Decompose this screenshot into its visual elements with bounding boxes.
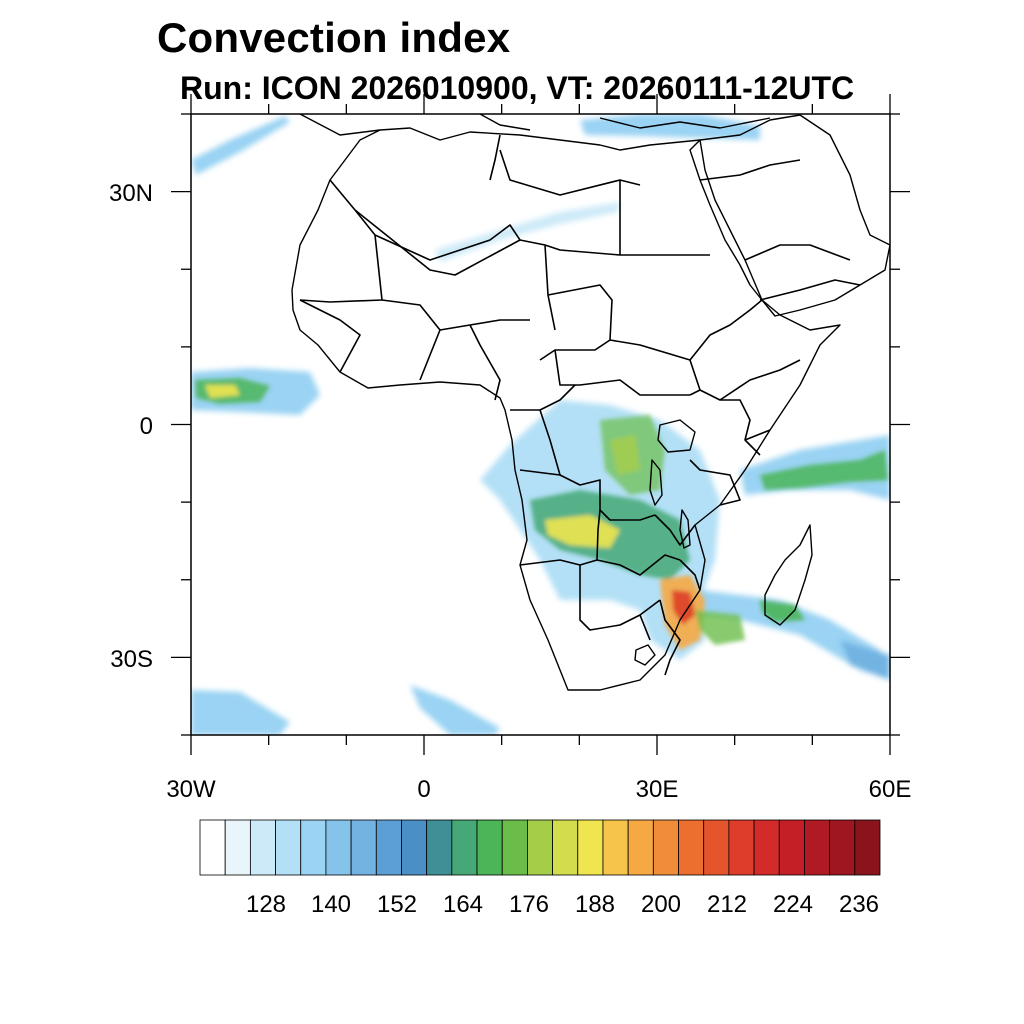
colorbar-swatch — [804, 819, 831, 876]
axis-ticks — [171, 94, 910, 755]
y-tick-label-30n: 30N — [109, 180, 153, 207]
colorbar — [199, 819, 881, 876]
colorbar-swatch — [476, 819, 503, 876]
x-tick-label-30w: 30W — [166, 776, 216, 803]
colorbar-swatch — [426, 819, 453, 876]
lake-victoria — [657, 419, 696, 453]
colorbar-swatch — [375, 819, 402, 876]
colorbar-swatch — [753, 819, 780, 876]
colorbar-swatch — [199, 819, 226, 876]
colorbar-label: 128 — [246, 891, 286, 918]
x-tick-label-0: 0 — [417, 776, 430, 803]
colorbar-label: 236 — [839, 891, 879, 918]
colorbar-swatch — [552, 819, 579, 876]
y-tick-label-0: 0 — [140, 413, 153, 440]
colorbar-swatch — [401, 819, 428, 876]
colorbar-label: 188 — [575, 891, 615, 918]
colorbar-swatch — [854, 819, 881, 876]
colorbar-labels: 128 140 152 164 176 188 200 212 224 236 — [246, 891, 879, 918]
colorbar-swatch — [652, 819, 679, 876]
colorbar-swatch — [703, 819, 730, 876]
madagascar-outline — [764, 524, 813, 626]
x-tick-label-60e: 60E — [869, 776, 912, 803]
colorbar-swatch — [275, 819, 302, 876]
colorbar-swatch — [627, 819, 654, 876]
colorbar-swatch — [501, 819, 528, 876]
colorbar-swatch — [300, 819, 327, 876]
lake-tanganyika — [649, 459, 663, 506]
colorbar-label: 140 — [311, 891, 351, 918]
chart-title: Convection index — [157, 14, 511, 61]
lake-malawi — [679, 509, 691, 549]
colorbar-swatch — [224, 819, 251, 876]
colorbar-swatch — [249, 819, 276, 876]
colorbar-swatch — [829, 819, 856, 876]
colorbar-label: 164 — [443, 891, 483, 918]
colorbar-swatch — [577, 819, 604, 876]
chart-subtitle: Run: ICON 2026010900, VT: 20260111-12UTC — [180, 70, 855, 106]
colorbar-swatch — [728, 819, 755, 876]
country-borders — [299, 134, 861, 676]
map-outlines — [291, 114, 890, 691]
colorbar-swatch — [451, 819, 478, 876]
x-tick-label-30e: 30E — [636, 776, 679, 803]
lesotho-outline — [634, 644, 656, 666]
colorbar-swatch — [678, 819, 705, 876]
colorbar-swatch — [778, 819, 805, 876]
europe-coastline — [299, 114, 771, 136]
colorbar-label: 176 — [509, 891, 549, 918]
colorbar-swatch — [325, 819, 352, 876]
colorbar-label: 152 — [377, 891, 417, 918]
colorbar-label: 200 — [641, 891, 681, 918]
africa-coastline — [291, 127, 841, 691]
colorbar-label: 212 — [707, 891, 747, 918]
colorbar-swatch — [527, 819, 553, 876]
arabia-coastline — [699, 114, 890, 317]
convection-field — [191, 114, 890, 735]
y-tick-label-30s: 30S — [110, 646, 153, 673]
colorbar-label: 224 — [773, 891, 813, 918]
convection-strong-layer — [195, 378, 888, 650]
colorbar-swatch — [350, 819, 377, 876]
colorbar-swatch — [602, 819, 629, 876]
